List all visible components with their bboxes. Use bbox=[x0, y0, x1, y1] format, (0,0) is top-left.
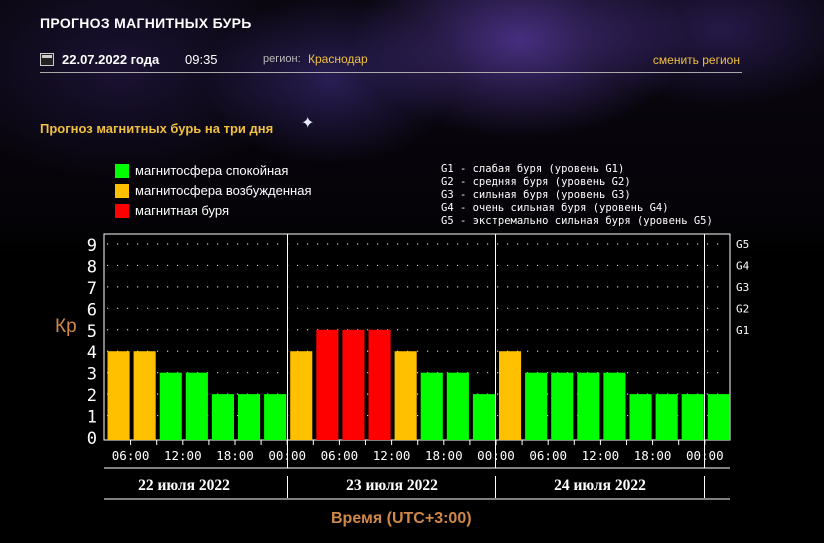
day-label: 22 июля 2022 bbox=[138, 477, 230, 494]
kp-bar bbox=[211, 394, 234, 440]
x-tick-label: 18:00 bbox=[425, 448, 463, 463]
storm-level-g5: G5 - экстремально сильная буря (уровень … bbox=[441, 215, 713, 227]
x-tick-label: 00:00 bbox=[268, 448, 306, 463]
kp-bar bbox=[603, 372, 626, 440]
plot-frame bbox=[103, 233, 731, 441]
x-axis-label: Время (UTC+3:00) bbox=[331, 510, 472, 527]
g-level-tick-label: G5 bbox=[736, 238, 749, 251]
kp-bar bbox=[577, 372, 600, 440]
kp-bar bbox=[472, 394, 495, 440]
section-title: Прогноз магнитных бурь на три дня bbox=[40, 121, 274, 136]
current-time: 09:35 bbox=[185, 52, 218, 67]
x-tick-label: 00:00 bbox=[477, 448, 515, 463]
kp-bar bbox=[107, 351, 130, 440]
y-tick-label: 4 bbox=[87, 343, 97, 363]
kp-bar bbox=[394, 351, 417, 440]
kp-bar bbox=[499, 351, 522, 440]
legend-swatch-storm bbox=[115, 204, 129, 218]
day-label: 24 июля 2022 bbox=[554, 477, 646, 494]
date-bar: 22.07.2022 года 09:35 регион: Краснодар … bbox=[40, 50, 740, 70]
x-tick-label: 18:00 bbox=[216, 448, 254, 463]
legend-label: магнитосфера спокойная bbox=[135, 163, 289, 178]
y-tick-label: 5 bbox=[87, 322, 97, 342]
y-axis-label: Кр bbox=[55, 316, 77, 337]
y-tick-label: 7 bbox=[87, 279, 97, 299]
kp-bar bbox=[420, 372, 443, 440]
change-region-link[interactable]: сменить регион bbox=[652, 53, 740, 67]
y-tick-label: 1 bbox=[87, 408, 97, 428]
g-level-tick-label: G1 bbox=[736, 324, 749, 337]
storm-level-g3: G3 - сильная буря (уровень G3) bbox=[441, 189, 631, 201]
g-level-tick-label: G4 bbox=[736, 259, 750, 272]
x-tick-label: 00:00 bbox=[686, 448, 724, 463]
day-label: 23 июля 2022 bbox=[346, 477, 438, 494]
x-tick-label: 12:00 bbox=[582, 448, 620, 463]
y-tick-label: 8 bbox=[87, 257, 97, 277]
kp-bar bbox=[133, 351, 156, 440]
storm-level-g4: G4 - очень сильная буря (уровень G4) bbox=[441, 202, 669, 214]
kp-bar bbox=[551, 372, 574, 440]
y-tick-label: 2 bbox=[87, 386, 97, 406]
calendar-icon bbox=[40, 53, 54, 66]
current-date: 22.07.2022 года bbox=[62, 52, 160, 67]
kp-bar bbox=[185, 372, 208, 440]
x-tick-label: 12:00 bbox=[373, 448, 411, 463]
kp-bar bbox=[525, 372, 548, 440]
storm-levels-list: G1 - слабая буря (уровень G1) G2 - средн… bbox=[441, 163, 713, 228]
kp-bar bbox=[342, 329, 365, 440]
legend-swatch-active bbox=[115, 184, 129, 198]
y-tick-label: 0 bbox=[87, 429, 97, 449]
x-tick-label: 18:00 bbox=[634, 448, 672, 463]
storm-level-g1: G1 - слабая буря (уровень G1) bbox=[441, 163, 625, 175]
x-tick-label: 06:00 bbox=[321, 448, 359, 463]
x-tick-label: 06:00 bbox=[529, 448, 567, 463]
y-tick-label: 6 bbox=[87, 300, 97, 320]
kp-bar bbox=[629, 394, 652, 440]
legend-label: магнитосфера возбужденная bbox=[135, 183, 312, 198]
kp-bar bbox=[264, 394, 287, 440]
kp-bar bbox=[290, 351, 313, 440]
kp-bar bbox=[707, 394, 730, 440]
kp-bar bbox=[316, 329, 339, 440]
y-tick-label: 3 bbox=[87, 365, 97, 385]
region-name: Краснодар bbox=[308, 52, 368, 66]
kp-bar bbox=[368, 329, 391, 440]
kp-bar bbox=[681, 394, 704, 440]
legend-swatch-quiet bbox=[115, 164, 129, 178]
x-tick-label: 06:00 bbox=[112, 448, 150, 463]
kp-bar bbox=[446, 372, 469, 440]
kp-bar bbox=[238, 394, 261, 440]
divider bbox=[40, 72, 742, 73]
storm-level-g2: G2 - средняя буря (уровень G2) bbox=[441, 176, 631, 188]
y-tick-label: 9 bbox=[87, 236, 97, 256]
region-label: регион: bbox=[263, 53, 301, 65]
g-level-tick-label: G3 bbox=[736, 281, 749, 294]
legend-label: магнитная буря bbox=[135, 203, 230, 218]
g-level-tick-label: G2 bbox=[736, 302, 749, 315]
sparkle-icon: ✦ bbox=[301, 115, 315, 132]
site-title: ПРОГНОЗ МАГНИТНЫХ БУРЬ bbox=[40, 15, 252, 31]
x-tick-label: 12:00 bbox=[164, 448, 202, 463]
kp-bar bbox=[655, 394, 678, 440]
kp-bar bbox=[159, 372, 182, 440]
